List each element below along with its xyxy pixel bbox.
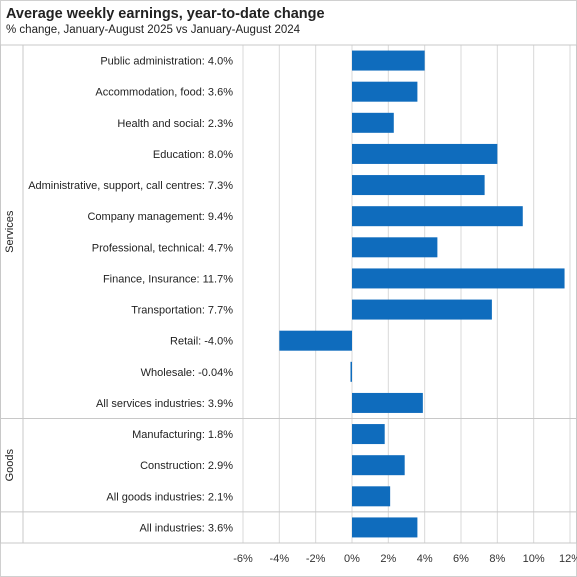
category-label: All services industries: 3.9% bbox=[96, 398, 233, 410]
x-tick-label: -2% bbox=[306, 553, 326, 565]
bar bbox=[352, 237, 438, 258]
category-label: Manufacturing: 1.8% bbox=[132, 429, 233, 441]
bar bbox=[352, 424, 385, 445]
category-label: Finance, Insurance: 11.7% bbox=[103, 273, 233, 285]
bar bbox=[352, 517, 418, 538]
x-tick-label: 12% bbox=[559, 553, 577, 565]
chart-subtitle: % change, January-August 2025 vs January… bbox=[6, 24, 301, 36]
category-label: Administrative, support, call centres: 7… bbox=[28, 180, 233, 192]
category-labels: Public administration: 4.0% Accommodation… bbox=[28, 56, 233, 535]
bar bbox=[352, 268, 565, 289]
category-groups: Services Goods bbox=[4, 210, 16, 481]
chart-title: Average weekly earnings, year-to-date ch… bbox=[6, 6, 325, 22]
category-label: Wholesale: -0.04% bbox=[141, 367, 234, 379]
x-tick-label: 6% bbox=[453, 553, 469, 565]
category-label: All goods industries: 2.1% bbox=[106, 491, 233, 503]
group-label-services: Services bbox=[4, 210, 16, 253]
x-tick-label: 2% bbox=[380, 553, 396, 565]
bar bbox=[352, 112, 394, 133]
x-tick-label: -4% bbox=[270, 553, 290, 565]
category-label: Accommodation, food: 3.6% bbox=[95, 87, 233, 99]
bar bbox=[352, 486, 391, 507]
bar bbox=[350, 361, 352, 382]
bar bbox=[352, 206, 523, 227]
category-label: Professional, technical: 4.7% bbox=[92, 242, 233, 254]
category-label: Public administration: 4.0% bbox=[100, 56, 233, 68]
category-label: Transportation: 7.7% bbox=[131, 305, 233, 317]
x-tick-label: 0% bbox=[344, 553, 360, 565]
bar bbox=[352, 81, 418, 102]
x-tick-label: 10% bbox=[523, 553, 545, 565]
x-tick-label: 8% bbox=[489, 553, 505, 565]
bar bbox=[352, 143, 498, 164]
bars bbox=[279, 50, 565, 538]
category-label: Construction: 2.9% bbox=[140, 460, 233, 472]
category-label: Education: 8.0% bbox=[153, 149, 233, 161]
x-axis-tick-labels: -6% -4% -2% 0% 2% 4% 6% 8% 10% 12% bbox=[233, 553, 577, 565]
x-tick-label: -6% bbox=[233, 553, 253, 565]
bar bbox=[352, 392, 423, 413]
category-label: Health and social: 2.3% bbox=[117, 118, 233, 130]
bar bbox=[279, 330, 352, 351]
plot-frame bbox=[0, 44, 577, 544]
category-label: Retail: -4.0% bbox=[170, 336, 233, 348]
category-label: Company management: 9.4% bbox=[87, 211, 233, 223]
bar bbox=[352, 175, 485, 196]
category-label: All industries: 3.6% bbox=[139, 522, 233, 534]
group-label-goods: Goods bbox=[4, 448, 16, 481]
x-tick-label: 4% bbox=[417, 553, 433, 565]
bar bbox=[352, 455, 405, 476]
bar bbox=[352, 50, 425, 71]
bar bbox=[352, 299, 492, 320]
